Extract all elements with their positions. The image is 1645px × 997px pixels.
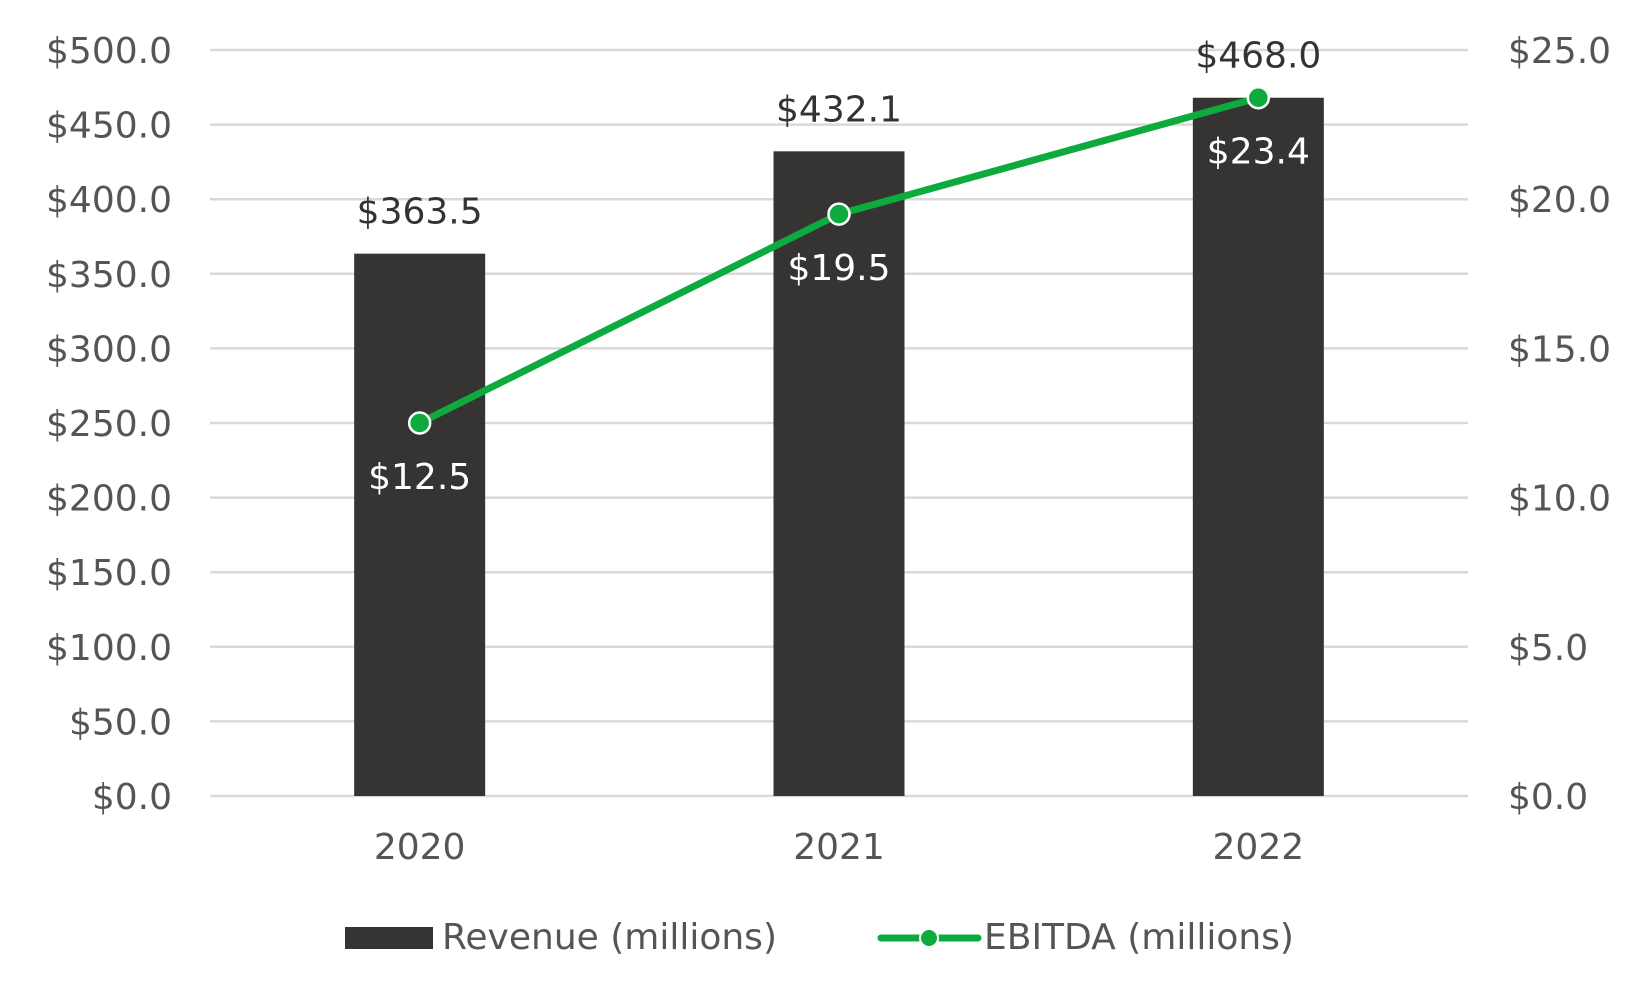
right-axis-ticks: $0.0 $5.0 $10.0 $15.0 $20.0 $25.0: [1508, 31, 1611, 818]
revenue-data-label: $432.1: [776, 89, 902, 130]
x-axis-tick-label: 2022: [1213, 827, 1305, 868]
revenue-bar: [1192, 97, 1324, 796]
ebitda-data-label: $12.5: [368, 457, 471, 498]
right-axis-tick-label: $20.0: [1508, 180, 1611, 221]
legend-ebitda-label: EBITDA (millions): [984, 917, 1294, 958]
revenue-bar: [773, 151, 905, 797]
legend-revenue-label: Revenue (millions): [442, 917, 777, 958]
revenue-data-label: $363.5: [357, 192, 483, 233]
ebitda-point: [827, 202, 851, 226]
right-axis-tick-label: $5.0: [1508, 628, 1588, 669]
data-labels: $363.5 $432.1 $468.0 $12.5 $19.5 $23.4: [357, 36, 1322, 498]
left-axis-tick-label: $450.0: [46, 106, 172, 147]
left-axis-tick-label: $150.0: [46, 553, 172, 594]
legend-ebitda-marker: [919, 928, 939, 948]
x-axis-ticks: 2020 2021 2022: [374, 827, 1304, 868]
legend-item-revenue: Revenue (millions): [345, 917, 777, 958]
left-axis-tick-label: $50.0: [69, 702, 172, 743]
legend: Revenue (millions) EBITDA (millions): [345, 917, 1294, 958]
ebitda-line-series: [407, 85, 1271, 435]
legend-revenue-swatch: [345, 927, 433, 949]
legend-item-ebitda: EBITDA (millions): [877, 917, 1294, 958]
revenue-data-label: $468.0: [1195, 36, 1321, 77]
left-axis-ticks: $0.0 $50.0 $100.0 $150.0 $200.0 $250.0 $300.0 $…: [46, 31, 172, 818]
right-axis-tick-label: $0.0: [1508, 777, 1588, 818]
x-axis-tick-label: 2020: [374, 827, 466, 868]
left-axis-tick-label: $500.0: [46, 31, 172, 72]
ebitda-point: [407, 411, 432, 435]
left-axis-tick-label: $300.0: [46, 329, 172, 370]
ebitda-data-label: $19.5: [787, 248, 890, 289]
ebitda-data-label: $23.4: [1207, 132, 1310, 173]
left-axis-tick-label: $0.0: [92, 777, 172, 818]
right-axis-tick-label: $10.0: [1508, 479, 1611, 520]
right-axis-tick-label: $25.0: [1508, 31, 1611, 72]
x-axis-tick-label: 2021: [793, 827, 885, 868]
left-axis-tick-label: $400.0: [46, 180, 172, 221]
left-axis-tick-label: $350.0: [46, 255, 172, 296]
revenue-bar: [354, 253, 486, 796]
left-axis-tick-label: $200.0: [46, 479, 172, 520]
right-axis-tick-label: $15.0: [1508, 329, 1611, 370]
ebitda-point: [1246, 85, 1271, 110]
left-axis-tick-label: $250.0: [46, 404, 172, 445]
left-axis-tick-label: $100.0: [46, 628, 172, 669]
revenue-bars: [354, 97, 1324, 797]
